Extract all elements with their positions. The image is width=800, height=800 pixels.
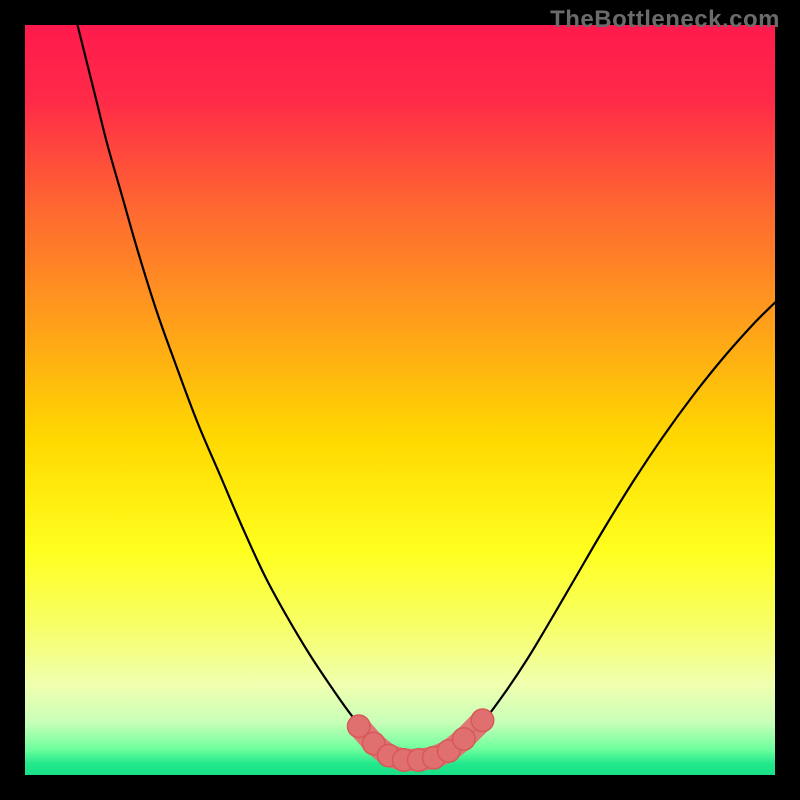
marker-dot bbox=[453, 728, 476, 751]
chart-frame: TheBottleneck.com bbox=[0, 0, 800, 800]
watermark-text: TheBottleneck.com bbox=[550, 6, 780, 34]
plot-background bbox=[25, 25, 775, 775]
marker-dot bbox=[471, 709, 494, 732]
bottleneck-curve-chart bbox=[0, 0, 800, 800]
